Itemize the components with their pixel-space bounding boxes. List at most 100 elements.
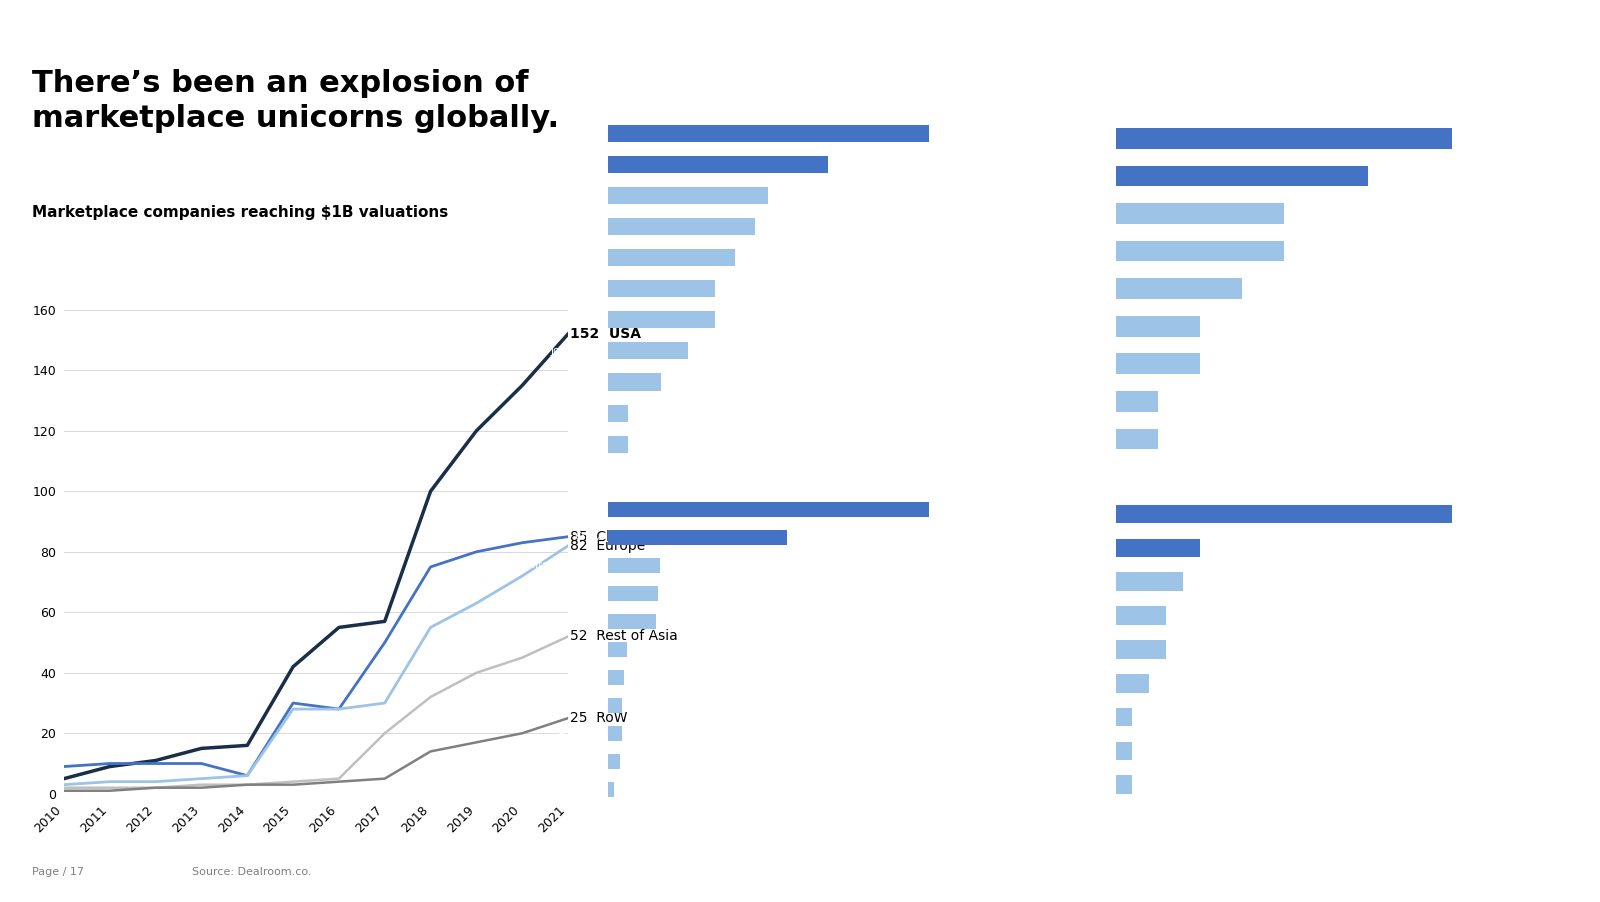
Text: Groceries & Meal kits: Groceries & Meal kits bbox=[1002, 208, 1112, 218]
Text: 8: 8 bbox=[627, 672, 634, 683]
Text: India: India bbox=[579, 588, 605, 598]
Text: 3: 3 bbox=[1245, 283, 1251, 294]
Bar bbox=[1115, 776, 1133, 794]
Bar bbox=[608, 342, 688, 359]
Text: There’s been an explosion of
marketplace unicorns globally.: There’s been an explosion of marketplace… bbox=[32, 69, 558, 133]
Text: Cumulative 1990-today: Cumulative 1990-today bbox=[682, 89, 854, 102]
Text: Marketplace unicorns and $1B+ exits: Marketplace unicorns and $1B+ exits bbox=[886, 54, 1298, 73]
Bar bbox=[608, 782, 614, 797]
Text: 25: 25 bbox=[664, 560, 677, 570]
Text: 7: 7 bbox=[626, 729, 632, 739]
Text: France: France bbox=[570, 644, 605, 655]
Bar bbox=[608, 557, 661, 573]
Text: 12: 12 bbox=[691, 345, 704, 356]
Text: 6: 6 bbox=[624, 757, 630, 767]
Text: 1: 1 bbox=[1162, 434, 1168, 444]
Bar bbox=[608, 249, 734, 266]
Text: 16: 16 bbox=[718, 283, 731, 294]
Text: Property Search: Property Search bbox=[1029, 283, 1112, 294]
Text: Turkey: Turkey bbox=[1078, 746, 1112, 756]
Bar bbox=[608, 669, 624, 686]
Text: Finland: Finland bbox=[1075, 712, 1112, 723]
Text: 6: 6 bbox=[1371, 170, 1378, 181]
Text: USA: USA bbox=[1091, 509, 1112, 520]
Text: 23: 23 bbox=[659, 616, 672, 627]
Text: 3: 3 bbox=[1170, 611, 1176, 621]
Text: 2: 2 bbox=[1203, 321, 1210, 331]
Text: 152: 152 bbox=[931, 504, 952, 514]
Text: Digital Health: Digital Health bbox=[1040, 246, 1112, 256]
Bar bbox=[608, 156, 829, 173]
Text: 52  Rest of Asia: 52 Rest of Asia bbox=[570, 630, 678, 643]
Text: Brazil: Brazil bbox=[574, 672, 605, 683]
Text: 85: 85 bbox=[790, 532, 803, 542]
Bar bbox=[1115, 241, 1283, 262]
Text: New unicorns in 2021: New unicorns in 2021 bbox=[1203, 87, 1365, 101]
Bar bbox=[1115, 606, 1166, 625]
Text: Groceries & Meal kits: Groceries & Meal kits bbox=[493, 283, 605, 294]
Text: 19: 19 bbox=[738, 253, 750, 262]
Text: 7: 7 bbox=[626, 701, 632, 711]
Text: Job search: Job search bbox=[550, 345, 605, 356]
Bar bbox=[608, 641, 627, 658]
Text: Car search & rent: Car search & rent bbox=[512, 315, 605, 325]
Bar bbox=[608, 124, 928, 142]
Text: Pharmacy: Pharmacy bbox=[552, 408, 605, 418]
Bar bbox=[1115, 640, 1166, 658]
Text: 85  China: 85 China bbox=[570, 529, 637, 544]
Text: Germany: Germany bbox=[1064, 576, 1112, 587]
Bar bbox=[608, 698, 622, 713]
Bar bbox=[1115, 316, 1200, 336]
Text: 48: 48 bbox=[931, 128, 946, 138]
Bar bbox=[1115, 391, 1158, 411]
Bar bbox=[608, 585, 658, 601]
Text: 1: 1 bbox=[1136, 712, 1142, 723]
Text: Group buying: Group buying bbox=[1042, 396, 1112, 407]
Text: View all marketplace unicorns: View all marketplace unicorns bbox=[968, 842, 1216, 859]
Text: 9: 9 bbox=[630, 644, 637, 655]
Text: Cumulative 1990-today: Cumulative 1990-today bbox=[682, 468, 854, 482]
Text: India: India bbox=[1086, 543, 1112, 553]
Bar bbox=[1115, 505, 1451, 523]
Text: 4: 4 bbox=[1286, 246, 1294, 256]
Bar bbox=[608, 281, 715, 297]
Text: 3: 3 bbox=[1170, 644, 1176, 655]
Bar bbox=[608, 754, 621, 769]
Text: France: France bbox=[1078, 644, 1112, 655]
Text: 152  USA: 152 USA bbox=[570, 327, 642, 341]
Text: 3: 3 bbox=[618, 785, 624, 795]
Text: Marketplace companies reaching $1B valuations: Marketplace companies reaching $1B valua… bbox=[32, 205, 448, 220]
Text: Source: Dealroom.co.: Source: Dealroom.co. bbox=[192, 867, 312, 877]
Text: Germany: Germany bbox=[557, 616, 605, 627]
Text: Shared mobility: Shared mobility bbox=[522, 221, 605, 232]
Text: 20: 20 bbox=[1456, 509, 1469, 520]
Text: Food delivery: Food delivery bbox=[1042, 434, 1112, 444]
Text: Singapore: Singapore bbox=[552, 701, 605, 711]
Text: 2: 2 bbox=[1203, 359, 1210, 369]
Bar bbox=[1115, 538, 1200, 557]
Bar bbox=[608, 218, 755, 235]
Text: Australia: Australia bbox=[558, 729, 605, 739]
Bar bbox=[1115, 741, 1133, 760]
Bar bbox=[1115, 674, 1149, 693]
Bar bbox=[1115, 354, 1200, 374]
Bar bbox=[608, 404, 627, 421]
Bar bbox=[1115, 708, 1133, 726]
Bar bbox=[608, 502, 928, 517]
Text: Telemedicine: Telemedicine bbox=[536, 377, 605, 387]
Text: China: China bbox=[1082, 611, 1112, 621]
Bar bbox=[608, 613, 656, 630]
Text: Food delivery: Food delivery bbox=[534, 160, 605, 170]
Text: Travel: Travel bbox=[1082, 359, 1112, 369]
Text: Brazil: Brazil bbox=[1083, 779, 1112, 790]
Text: 33: 33 bbox=[832, 160, 845, 170]
Text: Spain: Spain bbox=[574, 785, 605, 795]
Text: 25  RoW: 25 RoW bbox=[570, 711, 627, 725]
Bar bbox=[1115, 279, 1242, 299]
Text: Fashion: Fashion bbox=[1074, 170, 1112, 181]
Text: 1: 1 bbox=[1136, 746, 1142, 756]
Text: Canada: Canada bbox=[1072, 678, 1112, 688]
Text: Fashion: Fashion bbox=[565, 128, 605, 138]
Text: 22: 22 bbox=[758, 221, 771, 232]
Text: USA: USA bbox=[582, 504, 605, 514]
